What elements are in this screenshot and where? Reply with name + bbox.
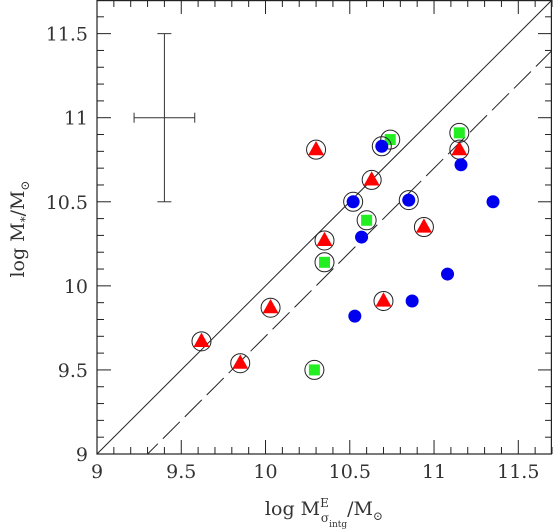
point-ring: [356, 210, 377, 231]
square-marker: [384, 134, 396, 146]
point-ring: [304, 359, 325, 380]
point-ring: [380, 129, 401, 150]
triangle-marker: [363, 171, 380, 186]
point-ring: [314, 252, 335, 273]
point-ring: [398, 190, 419, 211]
point-ring: [260, 297, 281, 318]
square-marker: [453, 127, 465, 139]
x-tick-label: 10.5: [329, 461, 371, 483]
square-point: [314, 252, 335, 273]
y-tick-label: 9.5: [58, 360, 88, 382]
triangle-marker: [232, 354, 249, 369]
circle-marker: [355, 230, 369, 244]
x-tick-label: 11.5: [497, 461, 539, 483]
x-axis-title: log ME σintg/M⊙: [265, 496, 383, 530]
triangle-marker: [415, 218, 432, 233]
triangle-point: [361, 169, 382, 190]
square-marker: [319, 256, 330, 268]
triangle-marker: [262, 299, 279, 314]
circle-point: [454, 158, 468, 172]
triangle-marker: [308, 140, 325, 156]
point-ring: [373, 290, 394, 311]
x-tick-label: 11: [422, 461, 446, 483]
x-tick-label: 9.5: [166, 461, 196, 483]
circle-marker: [486, 195, 500, 209]
triangle-point: [314, 230, 335, 251]
triangle-point: [230, 353, 251, 374]
square-point: [380, 129, 401, 150]
triangle-point: [373, 290, 394, 311]
point-ring: [230, 353, 251, 374]
point-ring: [306, 139, 327, 160]
circle-point: [405, 294, 419, 308]
y-tick-label: 11.5: [46, 24, 88, 46]
triangle-marker: [193, 332, 210, 347]
circle-point: [441, 267, 455, 281]
triangle-point: [191, 331, 212, 352]
circle-marker: [441, 267, 455, 281]
triangle-point: [413, 217, 434, 237]
circle-marker: [405, 294, 419, 308]
circle-point: [348, 309, 362, 323]
circle-marker: [454, 158, 468, 172]
y-tick-label: 10: [64, 276, 88, 298]
circle-point: [371, 136, 392, 157]
point-ring: [371, 136, 392, 157]
circle-point: [398, 190, 419, 211]
circle-marker: [348, 309, 362, 323]
triangle-marker: [316, 231, 333, 247]
circle-marker: [402, 193, 416, 207]
circle-marker: [346, 195, 360, 209]
y-tick-label: 11: [64, 108, 88, 130]
circle-marker: [375, 139, 389, 153]
triangle-point: [306, 139, 327, 160]
square-point: [356, 210, 377, 231]
square-point: [449, 122, 470, 143]
one-to-one-line: [97, 0, 552, 454]
circle-point: [355, 230, 369, 244]
point-ring: [314, 230, 335, 251]
square-marker: [308, 364, 320, 376]
point-ring: [191, 331, 212, 352]
y-tick-label: 9: [76, 444, 88, 466]
triangle-point: [260, 297, 281, 318]
y-tick-label: 10.5: [46, 192, 88, 214]
point-ring: [449, 122, 470, 143]
point-ring: [343, 191, 364, 212]
triangle-marker: [375, 292, 392, 307]
x-tick-label: 10: [253, 461, 277, 483]
plot-frame: [96, 0, 552, 455]
square-marker: [361, 214, 373, 226]
x-tick-label: 9: [91, 461, 103, 483]
circle-point: [486, 195, 500, 209]
point-ring: [413, 217, 434, 237]
dashed-offset-line: [146, 50, 552, 454]
point-ring: [361, 169, 382, 190]
triangle-marker: [451, 140, 468, 156]
circle-point: [343, 191, 364, 212]
square-point: [304, 359, 325, 380]
y-axis-title: log M*/M⊙: [7, 180, 32, 277]
